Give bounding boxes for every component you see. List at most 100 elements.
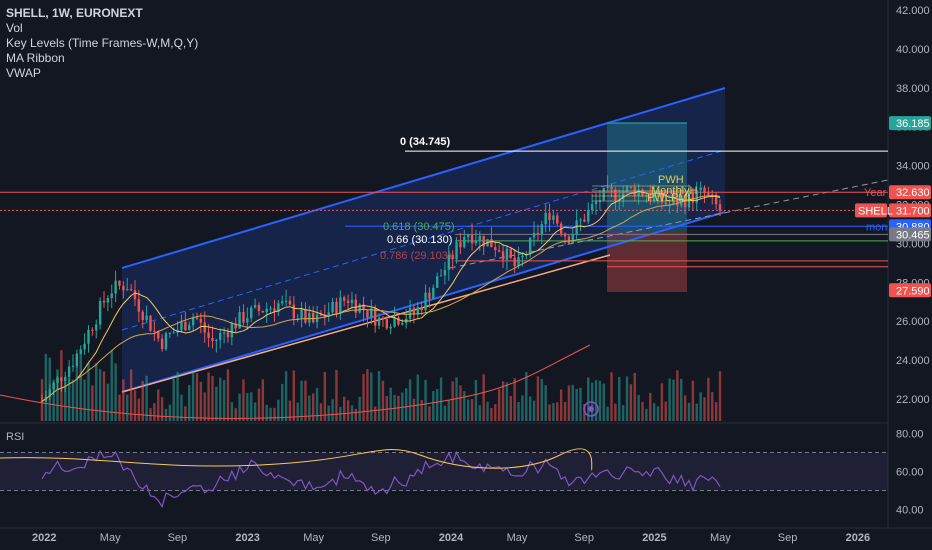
candle-body	[575, 220, 578, 235]
candle-body	[637, 189, 640, 196]
candle-body	[362, 304, 365, 311]
candle-body	[110, 293, 113, 298]
legend-indicator-key-levels[interactable]: Key Levels (Time Frames-W,M,Q,Y)	[6, 36, 199, 50]
candle-body	[381, 317, 385, 320]
candle-body	[590, 204, 594, 211]
candle-body	[602, 187, 605, 201]
time-tick-label: 2026	[846, 532, 870, 544]
volume-bar	[474, 380, 478, 421]
volume-bar	[346, 400, 350, 421]
volume-bar	[455, 377, 458, 421]
price-tick-label: 42.000	[896, 5, 930, 17]
volume-bar	[656, 406, 660, 421]
candle-body	[544, 212, 547, 225]
volume-bar	[676, 370, 679, 421]
price-tag-value: 30.465	[896, 229, 930, 241]
volume-bar	[56, 369, 59, 421]
symbol-tag-label: SHELL	[858, 205, 893, 217]
volume-bar	[602, 383, 605, 421]
volume-bar	[501, 381, 505, 421]
volume-bar	[610, 372, 613, 421]
chart-legend: SHELL, 1W, EURONEXT Vol Key Levels (Time…	[6, 6, 198, 81]
volume-bar	[323, 372, 327, 421]
volume-bar	[571, 384, 574, 421]
volume-bar	[649, 392, 652, 421]
price-tick-label: 40.000	[896, 44, 930, 56]
candle-body	[629, 186, 633, 188]
candle-body	[114, 280, 117, 294]
symbol-tag-box	[855, 203, 887, 218]
volume-bar	[645, 408, 648, 421]
candle-body	[129, 289, 133, 291]
volume-bar	[513, 378, 516, 421]
candle-body	[714, 194, 718, 205]
volume-bar	[637, 394, 640, 421]
level-tag-label: Year	[864, 187, 887, 199]
candle-body	[393, 317, 396, 327]
volume-bar	[497, 389, 501, 421]
legend-title[interactable]: SHELL, 1W, EURONEXT	[6, 6, 143, 20]
key-level-pwl: PWL	[647, 192, 671, 204]
candle-body	[354, 299, 358, 313]
candle-body	[331, 301, 334, 313]
volume-bar	[598, 380, 602, 421]
candle-body	[614, 189, 617, 201]
candle-body	[587, 210, 590, 222]
volume-bar	[238, 393, 241, 421]
volume-bar	[470, 399, 474, 421]
volume-bar	[149, 408, 152, 421]
channel-upper-line	[121, 87, 726, 269]
channel-lower-line	[121, 211, 726, 393]
volume-bar	[424, 379, 427, 421]
volume-bar	[478, 405, 481, 421]
volume-bar	[110, 350, 113, 421]
volume-bar	[300, 380, 303, 421]
volume-bar	[614, 403, 617, 421]
volume-bar	[718, 371, 722, 421]
legend-indicator-vwap[interactable]: VWAP	[6, 66, 41, 80]
volume-bar	[366, 369, 369, 421]
volume-bar	[95, 363, 98, 421]
volume-bar	[319, 403, 323, 421]
time-tick-label: Sep	[168, 532, 188, 544]
channel-mid-line	[121, 149, 726, 331]
volume-bar	[308, 395, 311, 421]
volume-bar	[509, 395, 512, 421]
volume-bar	[191, 372, 195, 421]
candle-body	[432, 287, 435, 299]
volume-bar	[122, 379, 125, 421]
candle-body	[536, 232, 540, 235]
candle-body	[269, 308, 272, 310]
candle-body	[482, 235, 485, 247]
price-tick-label: 26.000	[896, 316, 930, 328]
legend-indicator-vol[interactable]: Vol	[6, 21, 23, 35]
time-tick-label: 2024	[439, 532, 464, 544]
candle-body	[556, 215, 559, 224]
volume-bar	[98, 369, 102, 421]
volume-bar	[91, 385, 94, 421]
candle-body	[397, 317, 400, 325]
candle-body	[428, 292, 431, 299]
candle-body	[350, 299, 354, 304]
rsi-ma-line	[0, 448, 593, 471]
volume-bar	[315, 387, 319, 421]
rsi-pane-label[interactable]: RSI	[6, 431, 25, 443]
volume-bar	[106, 383, 110, 421]
price-tag-box	[889, 283, 931, 298]
candle-body	[304, 309, 307, 323]
volume-bar	[114, 363, 117, 421]
candle-body	[478, 235, 481, 241]
volume-bar	[277, 399, 280, 421]
price-tag-value: 31.700	[896, 205, 930, 217]
candle-body	[497, 250, 501, 252]
candle-body	[153, 330, 156, 332]
volume-bar	[129, 369, 133, 421]
candle-body	[288, 300, 292, 305]
legend-indicator-ma-ribbon[interactable]: MA Ribbon	[6, 51, 65, 65]
candle-body	[652, 194, 656, 201]
volume-bar	[672, 379, 675, 421]
volume-bar	[83, 379, 86, 421]
candle-body	[385, 319, 389, 329]
candle-body	[346, 300, 350, 304]
